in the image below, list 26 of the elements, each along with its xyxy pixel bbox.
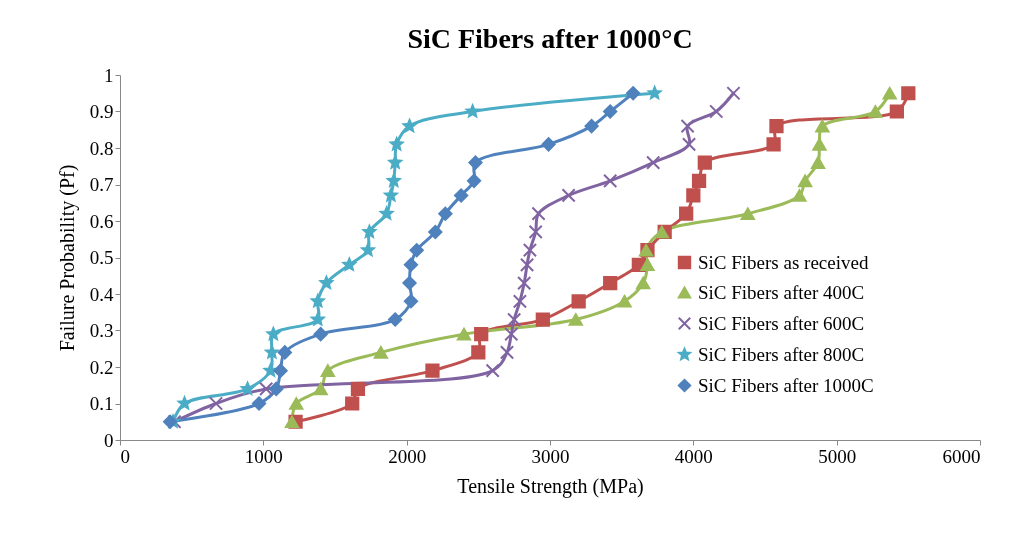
y-tick-label: 0.1 — [89, 393, 114, 414]
legend-label: SiC Fibers after 400C — [698, 281, 865, 303]
x-tick-label: 4000 — [674, 445, 713, 467]
y-tick-label: 0.8 — [89, 137, 114, 159]
x-tick-label: 5000 — [818, 445, 857, 467]
x-tick-label: 2000 — [388, 445, 427, 467]
y-tick-label: 1 — [104, 64, 114, 86]
y-tick-label: 0.4 — [89, 283, 114, 305]
y-tick-label: 0.5 — [89, 247, 114, 268]
x-tick-label: 6000 — [942, 445, 981, 467]
y-tick-label: 0.9 — [89, 101, 114, 122]
chart-title: SiC Fibers after 1000°C — [407, 23, 693, 54]
y-axis-title: Failure Probability (Pf) — [55, 164, 79, 352]
y-tick-label: 0.6 — [89, 210, 114, 232]
legend-label: SiC Fibers after 800C — [698, 343, 865, 365]
legend-label: SiC Fibers after 1000C — [698, 374, 874, 396]
x-tick-label: 3000 — [531, 445, 570, 467]
x-tick-label: 0 — [120, 445, 130, 467]
y-tick-label: 0.2 — [89, 356, 114, 378]
y-tick-label: 0 — [104, 429, 114, 451]
x-tick-label: 1000 — [244, 445, 283, 467]
y-tick-label: 0.3 — [89, 320, 114, 341]
y-tick-label: 0.7 — [89, 174, 114, 195]
legend-label: SiC Fibers as received — [698, 251, 869, 273]
x-axis-title: Tensile Strength (MPa) — [457, 474, 644, 498]
legend-label: SiC Fibers after 600C — [698, 312, 865, 334]
